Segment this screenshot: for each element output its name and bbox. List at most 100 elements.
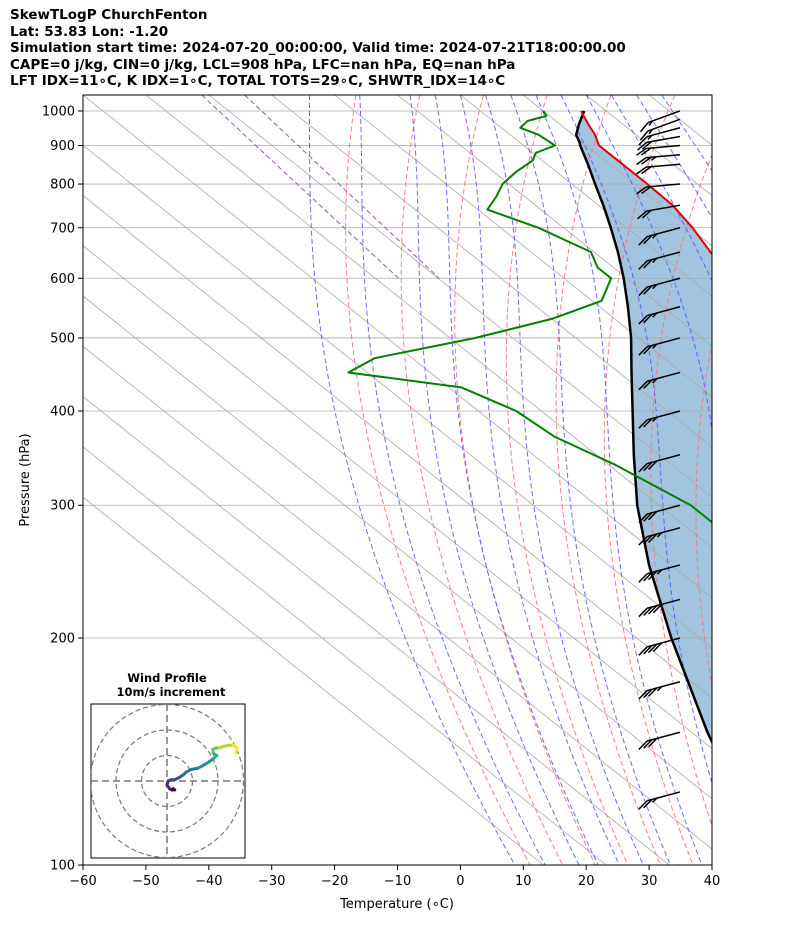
moist-adiabat-lines	[308, 95, 712, 865]
dry-adiabat	[740, 95, 794, 865]
barb-feather	[643, 461, 653, 472]
barb-staff	[646, 637, 681, 648]
parcel-profile-line	[574, 110, 712, 745]
barb-feather	[643, 234, 653, 245]
barb-feather	[652, 312, 658, 318]
barb-feather	[643, 798, 653, 809]
wind-barb	[638, 564, 681, 583]
barb-staff	[646, 527, 681, 538]
barb-feather	[638, 463, 648, 473]
hodograph-ring	[91, 704, 245, 858]
barb-staff	[646, 791, 681, 802]
barb-staff	[646, 731, 681, 742]
barb-feather	[647, 510, 658, 521]
wind-barb	[638, 371, 681, 391]
barb-feather	[647, 737, 658, 748]
isotherm-line	[145, 95, 712, 548]
barb-feather	[652, 283, 658, 290]
x-tick-label: −60	[69, 874, 96, 889]
x-tick-label: −10	[384, 874, 411, 889]
wind-barb	[638, 337, 681, 356]
moist-adiabat	[308, 95, 516, 865]
barb-feather	[652, 603, 663, 614]
wind-barb	[638, 306, 681, 325]
barb-feather	[638, 419, 648, 429]
moist-adiabat	[485, 95, 644, 865]
barb-feather	[638, 740, 648, 750]
hodograph-segment	[234, 746, 239, 755]
moist-adiabat	[535, 95, 703, 865]
barb-feather	[647, 460, 658, 470]
barb-feather	[643, 688, 653, 699]
barb-staff	[646, 127, 681, 138]
moist-adiabat	[359, 95, 546, 865]
barb-feather	[641, 185, 652, 195]
x-tick-label: −20	[321, 874, 348, 889]
barb-feather	[638, 380, 648, 391]
barb-feather	[656, 569, 663, 575]
isotherm-line	[83, 345, 712, 850]
x-tick-label: −50	[132, 874, 159, 889]
barb-feather	[638, 800, 648, 810]
barb-staff	[646, 504, 681, 515]
barb-feather	[639, 122, 649, 133]
isotherm-line	[83, 496, 544, 865]
barb-feather	[647, 687, 658, 697]
barb-feather	[643, 418, 653, 428]
wind-barb	[638, 410, 681, 429]
barb-feather	[643, 606, 653, 616]
y-tick-label: 1000	[42, 104, 75, 119]
isotherm-line	[83, 245, 712, 749]
x-tick-label: 0	[456, 874, 464, 889]
y-tick-label: 700	[50, 221, 75, 236]
barb-feather	[638, 236, 648, 246]
y-tick-label: 900	[50, 139, 75, 154]
barb-feather	[647, 643, 658, 654]
barb-staff	[646, 598, 681, 609]
barb-staff	[646, 135, 681, 144]
barb-feather	[648, 128, 654, 135]
wind-barb	[636, 163, 681, 175]
barb-feather	[643, 571, 653, 582]
dry-adiabat	[400, 95, 564, 865]
barb-feather	[641, 147, 652, 156]
x-tick-label: 10	[515, 874, 532, 889]
barb-feather	[638, 536, 648, 546]
barb-feather	[647, 605, 658, 615]
wind-barb	[638, 504, 681, 524]
sounding-profiles	[347, 110, 712, 745]
dry-adiabat	[782, 95, 794, 865]
barb-staff	[646, 227, 681, 238]
moist-adiabat	[661, 95, 712, 172]
wind-barb	[639, 110, 681, 133]
barb-staff	[646, 183, 681, 188]
isotherm-line	[83, 295, 712, 800]
header-cape-indices: CAPE=0 j/kg, CIN=0 j/kg, LCL=908 hPa, LF…	[10, 56, 516, 73]
barb-feather	[638, 607, 648, 618]
barb-staff	[677, 864, 680, 865]
barb-staff	[646, 153, 681, 159]
x-axis-label: Temperature (∘C)	[339, 897, 454, 912]
barb-staff	[646, 277, 681, 288]
wind-barbs	[636, 110, 681, 865]
wind-barb	[638, 731, 681, 750]
barb-feather	[636, 157, 647, 166]
barb-feather	[652, 257, 658, 264]
barb-feather	[639, 130, 649, 141]
barb-feather	[643, 739, 653, 749]
barb-feather	[641, 209, 652, 219]
barb-feather	[636, 147, 647, 156]
dry-adiabat	[345, 95, 531, 865]
barb-feather	[656, 686, 663, 692]
barb-staff	[646, 337, 681, 348]
wind-barb	[636, 183, 681, 195]
hodograph-title: Wind Profile	[127, 671, 207, 685]
barb-feather	[638, 260, 648, 270]
y-tick-label: 300	[50, 499, 75, 514]
barb-feather	[638, 315, 648, 325]
isotherm-line	[83, 195, 712, 699]
barb-feather	[643, 644, 653, 655]
y-tick-label: 200	[50, 632, 75, 647]
wind-barb	[638, 637, 681, 656]
